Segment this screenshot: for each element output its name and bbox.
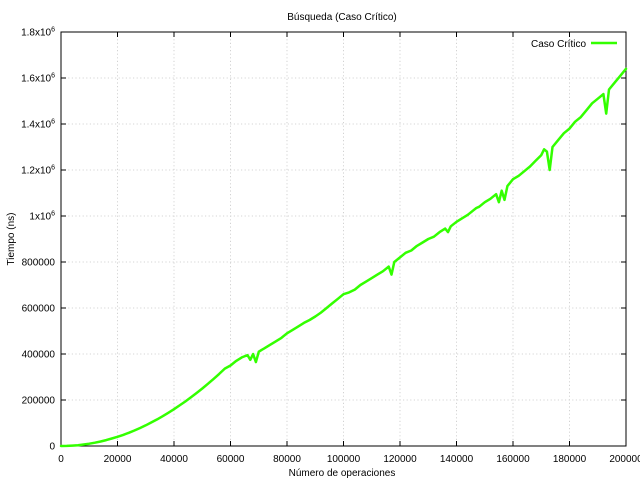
y-tick-label-exponent: 6 — [51, 211, 55, 218]
x-tick-label: 120000 — [383, 454, 417, 465]
series-line — [59, 67, 628, 448]
x-tick-label: 80000 — [273, 454, 301, 465]
y-tick-label-mantissa: 400000 — [22, 350, 56, 361]
x-tick-label: 40000 — [160, 454, 188, 465]
y-axis: 02000004000006000008000001x1061.2x1061.4… — [21, 27, 626, 453]
y-tick-label-mantissa: 600000 — [22, 304, 56, 315]
y-tick-label-mantissa: 1.6x10 — [21, 74, 51, 85]
y-tick-label: 0 — [49, 442, 55, 453]
y-tick-label-mantissa: 200000 — [22, 396, 56, 407]
y-tick-label: 1.4x106 — [21, 119, 55, 131]
y-tick-label: 1.8x106 — [21, 27, 55, 39]
y-tick-label-mantissa: 1.4x10 — [21, 120, 51, 131]
series-layer — [59, 67, 628, 448]
y-axis-title: Tiempo (ns) — [6, 213, 17, 266]
x-tick-label: 60000 — [217, 454, 245, 465]
x-tick-label: 0 — [58, 454, 64, 465]
x-axis-title: Número de operaciones — [289, 468, 396, 479]
gridlines — [61, 32, 626, 446]
legend: Caso Crítico — [531, 39, 617, 50]
y-tick-label-mantissa: 0 — [49, 442, 55, 453]
x-tick-label: 200000 — [609, 454, 640, 465]
y-tick-label-mantissa: 800000 — [22, 258, 56, 269]
y-tick-label: 800000 — [22, 258, 56, 269]
y-tick-label-mantissa: 1.2x10 — [21, 166, 51, 177]
y-tick-label-mantissa: 1.8x10 — [21, 28, 51, 39]
y-tick-label-mantissa: 1x10 — [29, 212, 51, 223]
chart-title: Búsqueda (Caso Crítico) — [287, 12, 397, 23]
y-tick-label: 600000 — [22, 304, 56, 315]
y-tick-label-exponent: 6 — [51, 165, 55, 172]
y-tick-label: 400000 — [22, 350, 56, 361]
x-tick-label: 180000 — [553, 454, 587, 465]
x-tick-label: 140000 — [440, 454, 474, 465]
plot-frame — [60, 31, 627, 447]
x-tick-label: 100000 — [327, 454, 361, 465]
y-tick-label: 1x106 — [29, 211, 55, 223]
y-tick-label: 200000 — [22, 396, 56, 407]
x-axis: 0 20000 40000 60000 80000 100000 120000 140000 1… — [58, 32, 640, 465]
x-tick-label: 160000 — [496, 454, 530, 465]
y-tick-label: 1.2x106 — [21, 165, 55, 177]
y-tick-label-exponent: 6 — [51, 73, 55, 80]
y-tick-label-exponent: 6 — [51, 27, 55, 34]
y-tick-label: 1.6x106 — [21, 73, 55, 85]
x-tick-label: 20000 — [104, 454, 132, 465]
legend-label: Caso Crítico — [531, 39, 586, 50]
y-tick-label-exponent: 6 — [51, 119, 55, 126]
